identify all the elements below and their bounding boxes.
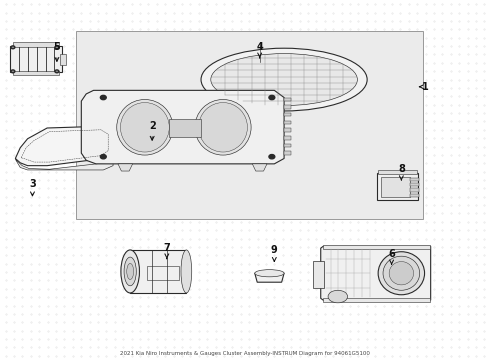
- Bar: [323, 298, 430, 302]
- Polygon shape: [81, 90, 284, 164]
- Bar: [284, 144, 292, 147]
- Bar: [284, 151, 292, 155]
- Bar: [147, 266, 179, 280]
- Bar: [284, 105, 292, 109]
- Ellipse shape: [121, 103, 169, 152]
- Text: 2: 2: [149, 121, 155, 140]
- Polygon shape: [321, 246, 431, 300]
- Circle shape: [11, 46, 15, 49]
- Bar: [284, 136, 292, 140]
- Ellipse shape: [121, 250, 140, 293]
- Bar: [381, 177, 410, 197]
- Bar: [130, 250, 186, 293]
- Text: 1: 1: [419, 82, 429, 92]
- Ellipse shape: [383, 256, 419, 290]
- Bar: [10, 45, 62, 72]
- Ellipse shape: [255, 270, 284, 277]
- Ellipse shape: [378, 252, 424, 295]
- Ellipse shape: [201, 48, 367, 111]
- Bar: [13, 71, 59, 75]
- Ellipse shape: [124, 257, 136, 286]
- Text: 9: 9: [271, 245, 278, 261]
- Circle shape: [55, 70, 59, 73]
- Bar: [410, 178, 419, 181]
- Bar: [323, 244, 430, 249]
- Circle shape: [100, 154, 106, 159]
- Bar: [284, 128, 292, 132]
- Bar: [378, 170, 416, 174]
- Circle shape: [269, 95, 275, 100]
- Ellipse shape: [117, 99, 173, 155]
- Circle shape: [11, 70, 15, 73]
- Ellipse shape: [389, 262, 414, 285]
- Bar: [377, 173, 418, 200]
- Polygon shape: [118, 164, 133, 171]
- Ellipse shape: [181, 250, 192, 293]
- Text: 3: 3: [29, 179, 36, 196]
- Bar: [13, 42, 59, 46]
- Polygon shape: [15, 126, 113, 166]
- Ellipse shape: [328, 290, 347, 303]
- Polygon shape: [252, 164, 267, 171]
- Text: 6: 6: [388, 248, 395, 264]
- Circle shape: [100, 95, 106, 100]
- Bar: [284, 121, 292, 124]
- Ellipse shape: [198, 103, 247, 152]
- Circle shape: [269, 154, 275, 159]
- Text: 4: 4: [256, 42, 263, 58]
- Ellipse shape: [127, 264, 134, 279]
- Bar: [60, 54, 66, 65]
- Bar: [284, 98, 292, 101]
- Text: 8: 8: [398, 164, 405, 180]
- Text: 5: 5: [53, 42, 60, 61]
- Ellipse shape: [195, 99, 251, 155]
- Bar: [169, 119, 201, 137]
- Polygon shape: [15, 158, 113, 170]
- Bar: [410, 188, 419, 192]
- Ellipse shape: [211, 54, 357, 105]
- Bar: [314, 261, 324, 288]
- Bar: [284, 113, 292, 117]
- Bar: [410, 183, 419, 186]
- Circle shape: [55, 46, 59, 49]
- Text: 7: 7: [164, 243, 170, 259]
- Bar: [410, 194, 419, 197]
- Text: 2021 Kia Niro Instruments & Gauges Cluster Assembly-INSTRUM Diagram for 94061G51: 2021 Kia Niro Instruments & Gauges Clust…: [120, 351, 370, 356]
- Polygon shape: [255, 273, 284, 282]
- Polygon shape: [76, 31, 423, 220]
